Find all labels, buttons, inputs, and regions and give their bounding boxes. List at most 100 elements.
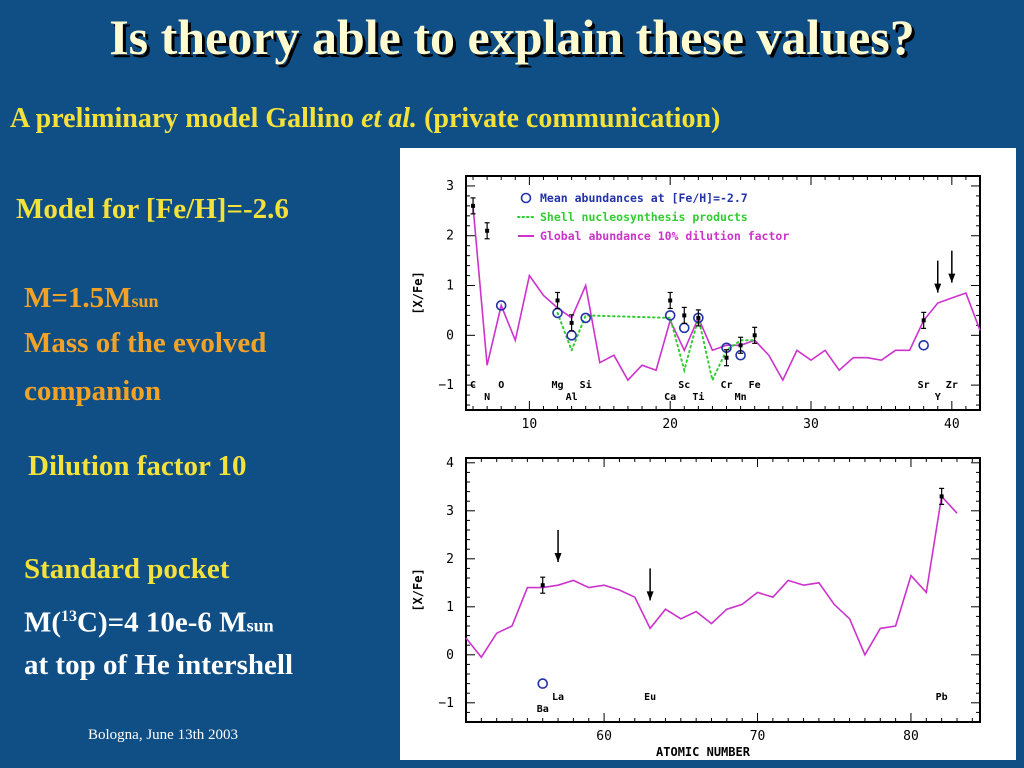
errorbar-marker [485, 228, 490, 233]
y-tick-label: 0 [446, 648, 454, 663]
x-tick-label: 30 [803, 417, 819, 432]
arrow-marker [948, 250, 956, 283]
observed-errorbar [470, 197, 476, 215]
pocket-m: M( [24, 606, 62, 639]
model-label: Model for [Fe/H]=-2.6 [16, 193, 289, 225]
y-tick-label: 1 [446, 279, 454, 294]
shell-dotted-series [556, 311, 756, 384]
element-label: La [552, 692, 564, 703]
element-label: Cr [720, 380, 732, 391]
element-label: C [470, 380, 476, 391]
observed-errorbar [921, 311, 927, 329]
footer-date: Bologna, June 13th 2003 [88, 727, 238, 743]
observed-errorbar [667, 291, 673, 310]
pocket-line-3: at top of He intershell [24, 649, 294, 681]
legend-label: Global abundance 10% dilution factor [540, 229, 789, 243]
element-label: Al [566, 392, 578, 403]
element-label: Ba [537, 704, 549, 715]
errorbar-marker [471, 203, 476, 208]
mass-sub: sun [131, 291, 159, 311]
element-label: Si [580, 379, 592, 391]
y-tick-label: 0 [446, 328, 454, 343]
x-tick-label: 40 [944, 417, 960, 432]
errorbar-marker [569, 320, 574, 325]
y-tick-label: −1 [438, 696, 454, 711]
plot-frame-0 [465, 175, 981, 411]
y-tick-label: 1 [446, 600, 454, 615]
observed-circle [678, 322, 690, 334]
element-label: Y [935, 392, 941, 403]
arrow-head [554, 553, 562, 562]
element-label: Mg [552, 380, 564, 391]
mass-desc-2: companion [24, 375, 161, 407]
y-axis-label: [X/Fe] [411, 271, 425, 314]
pocket-c: C)=4 10e-6 M [77, 606, 247, 639]
x-tick-label: 80 [903, 729, 919, 744]
observed-errorbar [540, 576, 546, 594]
x-tick-label: 70 [750, 729, 766, 744]
arrow-head [934, 283, 942, 293]
element-label: Sr [918, 380, 930, 391]
element-label: Mn [735, 392, 747, 403]
errorbar-marker [752, 333, 757, 338]
errorbar-marker [555, 298, 560, 303]
y-axis-label: [X/Fe] [411, 568, 425, 611]
y-tick-label: 3 [446, 504, 454, 519]
mass-line: M=1.5Msun [24, 281, 159, 318]
observed-errorbar [752, 326, 758, 344]
errorbar-marker [921, 318, 926, 323]
arrow-head [948, 273, 956, 283]
subtitle-etal: et al. [361, 103, 418, 134]
errorbar-marker [540, 583, 545, 588]
observed-errorbar [569, 314, 575, 332]
element-label: Ca [664, 392, 676, 403]
observed-errorbar [555, 291, 561, 310]
subtitle-private: (private communication) [424, 103, 721, 134]
errorbar-marker [668, 298, 673, 303]
y-tick-label: 4 [446, 456, 454, 471]
element-label: Fe [749, 380, 761, 391]
y-tick-label: 2 [446, 552, 454, 567]
dilution-label: Dilution factor 10 [28, 450, 247, 482]
observed-errorbar [681, 306, 687, 325]
observed-errorbar [939, 487, 945, 505]
arrow-marker [646, 568, 654, 601]
observed-circle [537, 678, 549, 689]
observed-circle [664, 310, 676, 321]
errorbar-marker [724, 355, 729, 360]
element-label: Sc [678, 380, 690, 391]
observed-circle [918, 339, 929, 351]
x-axis-label: ATOMIC NUMBER [656, 745, 751, 759]
legend-circle-symbol [520, 192, 532, 204]
x-tick-label: 60 [596, 729, 612, 744]
slide-subtitle: A preliminary model Gallino et al. (priv… [10, 102, 1024, 136]
element-label: N [484, 392, 490, 403]
mass-main: M=1.5M [24, 282, 132, 314]
subtitle-text: A preliminary model Gallino [10, 103, 355, 134]
errorbar-marker [738, 343, 743, 348]
model-line-series [465, 494, 958, 659]
pocket-sub: sun [246, 615, 274, 636]
pocket-sup: 13 [61, 608, 78, 625]
y-tick-label: −1 [438, 378, 454, 393]
observed-errorbar [738, 336, 744, 354]
observed-circle [566, 330, 577, 341]
arrow-marker [934, 260, 942, 293]
errorbar-marker [939, 494, 944, 499]
y-tick-label: 2 [446, 229, 454, 244]
figure-panel: 10 20 30 40 −1 0 1 2 3 [X/Fe] C N O Mg Al Si Ca Sc Ti Cr Mn F… [400, 148, 1016, 760]
errorbar-marker [696, 315, 701, 320]
element-label: Pb [936, 692, 948, 703]
pocket-line-2: M(13C)=4 10e-6 Msun [24, 600, 274, 643]
errorbar-marker [682, 313, 687, 318]
mass-desc-1: Mass of the evolved [24, 327, 267, 359]
arrow-head [646, 591, 654, 601]
plot-frame-1 [465, 457, 981, 723]
x-tick-label: 20 [662, 417, 678, 432]
element-label: Zr [946, 380, 958, 391]
element-label: Eu [644, 692, 656, 703]
arrow-marker [554, 530, 562, 562]
observed-errorbar [695, 309, 701, 327]
observed-errorbar [724, 349, 730, 367]
